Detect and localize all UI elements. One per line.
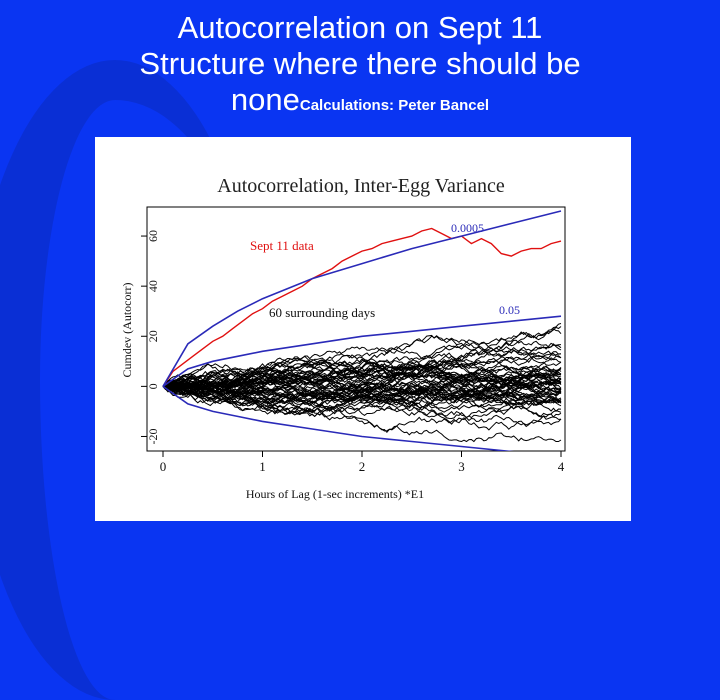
annotation-surrounding: 60 surrounding days <box>269 305 375 320</box>
surrounding-day-line-59 <box>162 370 562 403</box>
annotation-sept11: Sept 11 data <box>250 238 314 253</box>
surrounding-day-line-52 <box>162 380 562 406</box>
sept11-line <box>162 227 562 387</box>
title-line-3-text: none <box>230 82 300 117</box>
autocorrelation-chart: Autocorrelation, Inter-Egg Variance Hour… <box>120 175 566 501</box>
y-tick-label-1: 0 <box>146 383 160 389</box>
x-tick-label-3: 3 <box>458 459 465 474</box>
title-line-2: Structure where there should be <box>139 46 581 81</box>
surrounding-day-line-23 <box>162 328 562 387</box>
surrounding-day-line-57 <box>162 367 562 400</box>
surrounding-day-line-35 <box>162 370 562 402</box>
surrounding-day-line-38 <box>162 371 562 393</box>
surrounding-day-line-45 <box>162 383 562 418</box>
x-axis-label: Hours of Lag (1-sec increments) *E1 <box>246 487 424 501</box>
surrounding-day-line-43 <box>162 376 562 395</box>
surrounding-day-line-5 <box>162 356 562 404</box>
calculation-credit: Calculations: Peter Bancel <box>299 97 490 114</box>
surrounding-day-line-58 <box>162 350 562 387</box>
title-line-1: Autocorrelation on Sept 11 <box>177 10 543 45</box>
chart-title: Autocorrelation, Inter-Egg Variance <box>217 175 505 197</box>
x-tick-label-2: 2 <box>359 459 366 474</box>
surrounding-day-line-31 <box>162 385 562 443</box>
x-tick-label-0: 0 <box>160 459 167 474</box>
x-tick-label-1: 1 <box>259 459 266 474</box>
y-tick-label-0: -20 <box>146 428 160 444</box>
envelope-line-1 <box>162 210 562 387</box>
surrounding-day-line-46 <box>162 362 562 390</box>
envelope-line-2 <box>162 315 562 388</box>
title-line-3: noneCalculations: Peter Bancel <box>0 82 720 124</box>
y-tick-label-3: 40 <box>146 280 160 292</box>
slide-title: Autocorrelation on Sept 11 Structure whe… <box>0 10 720 124</box>
surrounding-day-line-56 <box>162 341 562 389</box>
plot-frame <box>146 206 566 452</box>
chart-figure: Autocorrelation, Inter-Egg Variance Hour… <box>95 137 631 521</box>
envelope-line-3 <box>162 385 515 451</box>
y-tick-label-2: 20 <box>146 330 160 342</box>
annotation-p05: 0.05 <box>499 303 520 317</box>
surrounding-day-line-51 <box>162 326 562 399</box>
plot-lines <box>162 210 562 451</box>
x-tick-label-4: 4 <box>558 459 565 474</box>
y-axis-label: Cumdev (Autocorr) <box>120 283 134 378</box>
surrounding-day-line-48 <box>163 374 562 415</box>
annotation-p0005: 0.0005 <box>451 221 484 235</box>
y-tick-label-4: 60 <box>146 230 160 242</box>
